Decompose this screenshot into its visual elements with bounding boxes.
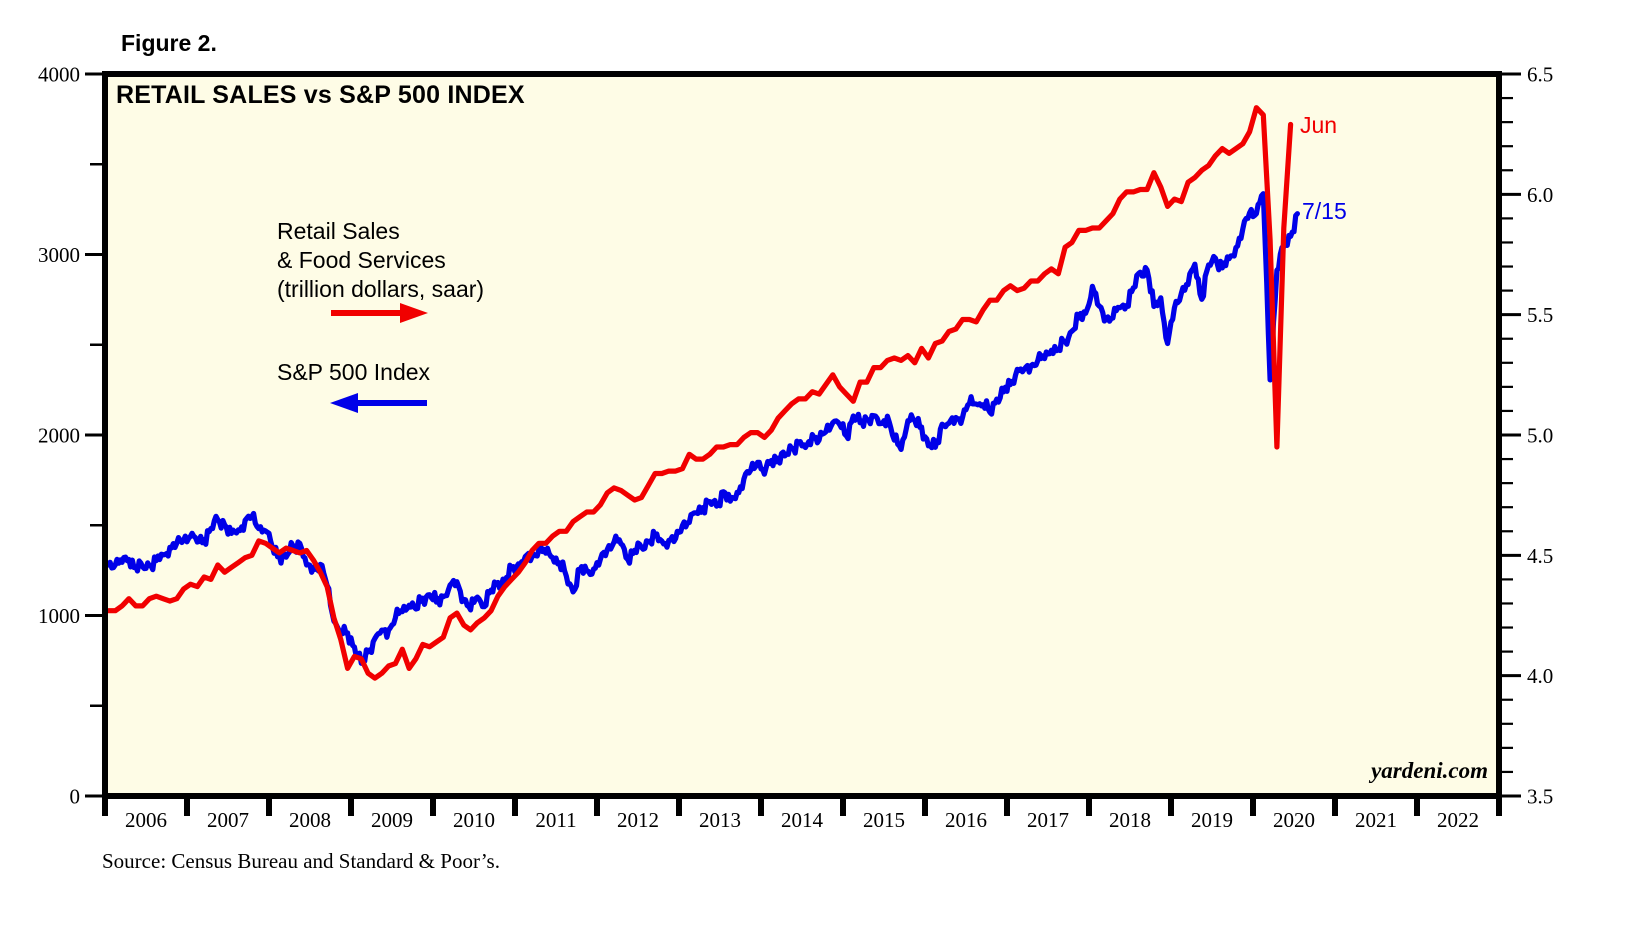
year-label: 2016 — [945, 808, 987, 832]
legend-sp500: S&P 500 Index — [277, 359, 431, 385]
year-label: 2008 — [289, 808, 331, 832]
right-axis-tick-label: 6.5 — [1527, 63, 1553, 87]
year-label: 2019 — [1191, 808, 1233, 832]
plot-border — [102, 71, 1502, 799]
year-label: 2020 — [1273, 808, 1315, 832]
series-lines — [105, 105, 1300, 681]
left-axis-tick-label: 4000 — [38, 63, 80, 87]
right-axis-tick-label: 5.0 — [1527, 424, 1553, 448]
blue-left-arrow-icon — [330, 393, 427, 413]
legend-retail-line3: (trillion dollars, saar) — [277, 276, 485, 302]
year-label: 2006 — [125, 808, 167, 832]
sp500-line — [105, 191, 1300, 666]
retail-end-label: Jun — [1300, 112, 1338, 138]
legend-retail-sales: Retail Sales & Food Services (trillion d… — [277, 217, 484, 304]
year-label: 2022 — [1437, 808, 1479, 832]
left-axis-tick-label: 2000 — [38, 424, 80, 448]
plot-area — [105, 74, 1499, 796]
year-label: 2018 — [1109, 808, 1151, 832]
right-axis-tick-label: 4.0 — [1527, 664, 1553, 688]
left-axis: 0 1000 2000 3000 4000 — [38, 63, 102, 809]
right-axis-tick-label: 3.5 — [1527, 785, 1553, 809]
year-label: 2010 — [453, 808, 495, 832]
right-axis-tick-label: 4.5 — [1527, 544, 1553, 568]
retail-sales-line — [105, 105, 1294, 681]
year-label: 2015 — [863, 808, 905, 832]
legend-retail-line1: Retail Sales — [277, 218, 400, 244]
year-label: 2009 — [371, 808, 413, 832]
watermark: yardeni.com — [1371, 758, 1488, 783]
year-label: 2014 — [781, 808, 824, 832]
red-right-arrow-icon — [331, 303, 428, 323]
right-axis: 3.5 4.0 4.5 5.0 5.5 6.0 6.5 — [1502, 63, 1553, 809]
sp500-end-label: 7/15 — [1302, 198, 1347, 224]
year-label: 2013 — [699, 808, 741, 832]
year-label: 2007 — [207, 808, 249, 832]
year-label: 2021 — [1355, 808, 1397, 832]
left-axis-tick-label: 1000 — [38, 604, 80, 628]
year-label: 2017 — [1027, 808, 1069, 832]
legend-retail-line2: & Food Services — [277, 247, 446, 273]
chart-title: RETAIL SALES vs S&P 500 INDEX — [116, 81, 525, 109]
left-axis-tick-label: 0 — [70, 785, 81, 809]
source-note: Source: Census Bureau and Standard & Poo… — [102, 849, 500, 873]
right-axis-tick-label: 6.0 — [1527, 183, 1553, 207]
x-axis: 2006 2007 2008 2009 2010 2011 2012 2013 2014 2015… — [102, 796, 1502, 832]
left-axis-tick-label: 3000 — [38, 243, 80, 267]
figure-label: Figure 2. — [121, 30, 217, 56]
year-label: 2011 — [535, 808, 576, 832]
right-axis-tick-label: 5.5 — [1527, 303, 1553, 327]
year-label: 2012 — [617, 808, 659, 832]
